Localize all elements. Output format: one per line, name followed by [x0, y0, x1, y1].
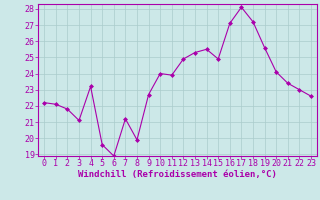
X-axis label: Windchill (Refroidissement éolien,°C): Windchill (Refroidissement éolien,°C) — [78, 170, 277, 179]
